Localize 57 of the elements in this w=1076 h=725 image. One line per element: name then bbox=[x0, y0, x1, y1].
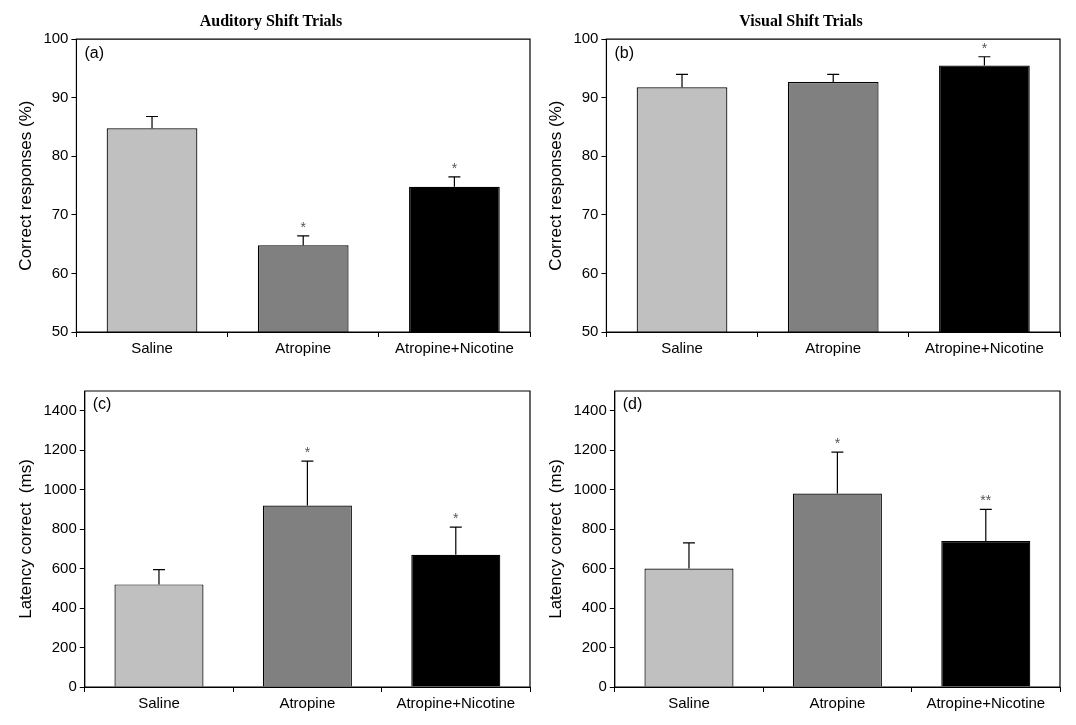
y-axis-title: Correct responses (%) bbox=[545, 100, 565, 271]
annotation: * bbox=[451, 159, 458, 176]
y-tick-label: 0 bbox=[68, 677, 77, 695]
annotation: * bbox=[300, 218, 307, 235]
y-tick-label: 70 bbox=[51, 205, 69, 223]
y-axis-title: Correct responses (%) bbox=[15, 100, 35, 271]
y-tick-label: 1400 bbox=[573, 400, 607, 418]
x-tick-label: Atropine bbox=[275, 339, 332, 357]
y-tick-label: 200 bbox=[51, 637, 77, 655]
y-tick-label: 200 bbox=[581, 637, 607, 655]
y-tick-label: 90 bbox=[51, 87, 69, 105]
y-axis-title: Latency correct (ms) bbox=[545, 459, 565, 619]
y-tick-label: 800 bbox=[581, 519, 607, 537]
x-tick-label: Saline bbox=[668, 694, 710, 712]
annotation: * bbox=[304, 443, 311, 460]
y-tick-label: 1000 bbox=[573, 479, 607, 497]
y-tick-label: 1200 bbox=[43, 440, 77, 458]
y-axis-title: Latency correct (ms) bbox=[15, 459, 35, 619]
y-tick-label: 1200 bbox=[573, 440, 607, 458]
x-tick-label: Atropine+Nicotine bbox=[924, 339, 1044, 357]
x-tick-label: Saline bbox=[661, 339, 703, 357]
annotation: (c) bbox=[92, 395, 112, 413]
annotation: ** bbox=[980, 492, 992, 509]
x-tick-label: Atropine+Nicotine bbox=[926, 694, 1046, 712]
y-tick-label: 100 bbox=[573, 29, 599, 47]
y-tick-label: 400 bbox=[51, 598, 77, 616]
y-tick-label: 60 bbox=[581, 263, 599, 281]
y-tick-label: 800 bbox=[51, 519, 77, 537]
x-tick-label: Atropine bbox=[809, 694, 866, 712]
x-tick-label: Atropine+Nicotine bbox=[396, 694, 516, 712]
annotation: (a) bbox=[84, 43, 104, 61]
y-tick-label: 50 bbox=[581, 322, 599, 340]
y-tick-label: 70 bbox=[581, 205, 599, 223]
y-tick-label: 1000 bbox=[43, 479, 77, 497]
y-tick-label: 80 bbox=[581, 146, 599, 164]
annotation: (b) bbox=[614, 43, 634, 61]
annotation: * bbox=[453, 510, 460, 527]
x-tick-label: Saline bbox=[131, 339, 173, 357]
annotation: * bbox=[981, 39, 988, 56]
x-tick-label: Saline bbox=[138, 694, 180, 712]
chart-title: Auditory Shift Trials bbox=[199, 11, 343, 30]
x-tick-label: Atropine+Nicotine bbox=[394, 339, 514, 357]
y-tick-label: 60 bbox=[51, 263, 69, 281]
x-tick-label: Atropine bbox=[279, 694, 336, 712]
y-tick-label: 80 bbox=[51, 146, 69, 164]
annotation: (d) bbox=[622, 395, 643, 413]
annotation: * bbox=[834, 435, 841, 452]
y-tick-label: 90 bbox=[581, 87, 599, 105]
y-tick-label: 0 bbox=[598, 677, 607, 695]
y-tick-label: 1400 bbox=[43, 400, 77, 418]
y-tick-label: 100 bbox=[43, 29, 69, 47]
y-tick-label: 600 bbox=[581, 558, 607, 576]
chart-title: Visual Shift Trials bbox=[739, 11, 863, 29]
y-tick-label: 50 bbox=[51, 322, 69, 340]
y-tick-label: 400 bbox=[581, 598, 607, 616]
y-tick-label: 600 bbox=[51, 558, 77, 576]
x-tick-label: Atropine bbox=[805, 339, 862, 357]
